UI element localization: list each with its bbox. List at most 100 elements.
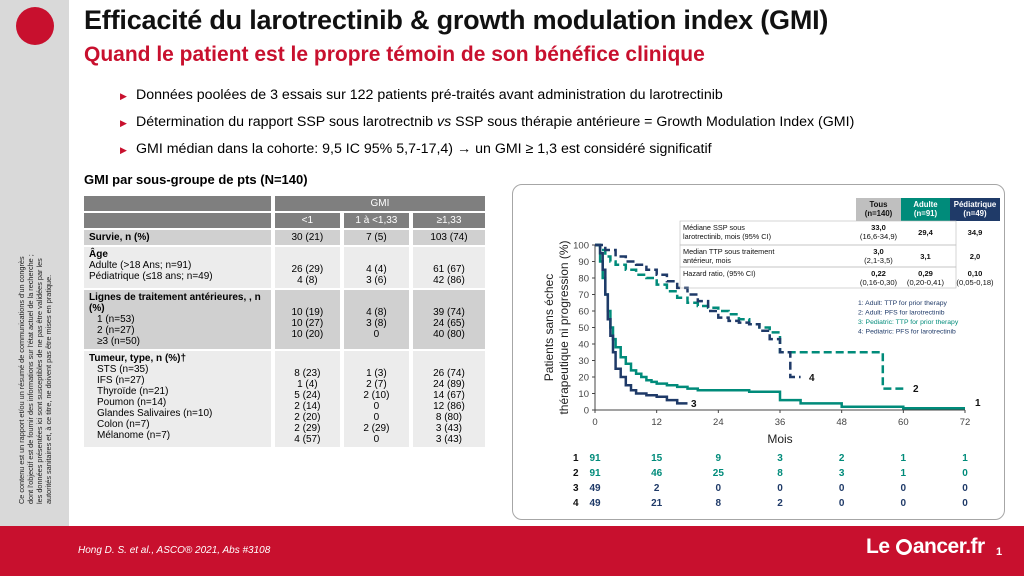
risk-cell: 49: [589, 498, 601, 509]
inset-cell: (0,05-0,18): [956, 278, 994, 287]
inset-cell: 3,0: [873, 247, 884, 256]
risk-cell: 0: [901, 498, 907, 509]
inset-row-label: larotrectinib, mois (95% CI): [683, 232, 771, 241]
risk-cell: 0: [962, 483, 968, 494]
cell: 39 (74) 24 (65) 40 (80): [412, 289, 485, 351]
bullet-item: Détermination du rapport SSP sous larotr…: [120, 113, 1010, 132]
red-dot-logo: [16, 7, 54, 45]
curve-label-2: 2: [913, 384, 919, 395]
inset-row-label: antérieur, mois: [683, 256, 731, 265]
inset-row-border: [679, 266, 957, 289]
curve-label-4: 4: [809, 373, 815, 384]
risk-row-label: 1: [573, 453, 579, 464]
y-tick-label: 100: [573, 241, 589, 252]
risk-cell: 2: [777, 498, 783, 509]
inset-cell: 0,22: [871, 269, 886, 278]
left-sidebar: Ce contenu est un rapport et/ou un résum…: [0, 0, 69, 526]
footer-bar: Hong D. S. et al., ASCO® 2021, Abs #3108…: [0, 526, 1024, 576]
page-title: Efficacité du larotrectinib & growth mod…: [84, 5, 829, 35]
logo-text: ancer.fr: [912, 535, 985, 558]
row-label: Tumeur, type, n (%)†: [89, 353, 187, 364]
cell: 4 (4) 3 (6): [343, 246, 409, 290]
x-tick-label: 72: [960, 417, 971, 428]
page-subtitle: Quand le patient est le propre témoin de…: [84, 43, 705, 66]
cell: 8 (23) 1 (4) 5 (24) 2 (14) 2 (20) 2 (29)…: [274, 350, 340, 449]
x-tick-label: 12: [651, 417, 662, 428]
gmi-table-heading: GMI par sous-groupe de pts (N=140): [84, 172, 308, 187]
cell: 10 (19) 10 (27) 10 (20): [274, 289, 340, 351]
curve-1: [595, 243, 965, 410]
disclaimer-line: dont l'objectif est de fournir des infor…: [26, 254, 35, 504]
legend-entry: 4: Pediatric: PFS for larotrectinib: [858, 329, 956, 336]
inset-header-cell: [856, 198, 901, 221]
inset-row-label: Hazard ratio, (95% CI): [683, 269, 756, 278]
bullet-text: Détermination du rapport SSP sous larotr…: [136, 114, 855, 130]
inset-cell: 2,0: [970, 252, 981, 261]
legend-entry: 3: Pediatric: TTP for prior therapy: [858, 319, 959, 326]
y-tick-label: 80: [578, 274, 589, 285]
row-group: Âge Adulte (>18 Ans; n=91) Pédiatrique (≤…: [84, 246, 271, 290]
disclaimer-line: Ce contenu est un rapport et/ou un résum…: [17, 256, 26, 504]
cell: 26 (29) 4 (8): [274, 246, 340, 290]
risk-cell: 3: [839, 468, 845, 479]
y-tick-label: 60: [578, 307, 589, 318]
y-axis-label-line: Patients sans échec: [542, 274, 556, 381]
curve-3: [595, 243, 688, 405]
inset-header-label: (n=91): [914, 209, 938, 218]
cell: 1 (3) 2 (7) 2 (10) 0 0 2 (29) 0: [343, 350, 409, 449]
inset-header-label: (n=140): [865, 209, 893, 218]
risk-row-label: 4: [573, 498, 579, 509]
inset-cell: 33,0: [871, 223, 886, 232]
risk-cell: 0: [839, 483, 845, 494]
lecancer-logo: Le ancer.fr: [866, 535, 985, 559]
bullet-list: Données poolées de 3 essais sur 122 pati…: [120, 86, 1010, 167]
risk-cell: 1: [962, 453, 968, 464]
risk-row-label: 3: [573, 483, 579, 494]
risk-cell: 46: [651, 468, 663, 479]
row-sublabels: STS (n=35) IFS (n=27) Thyroïde (n=21) Po…: [97, 364, 213, 441]
disclaimer-line: autorités sanitaires et, à ce titre, ne …: [44, 274, 53, 504]
y-axis-label: Patients sans échec thérapeutique ni prog…: [542, 240, 571, 414]
cell: 30 (21): [274, 229, 340, 247]
risk-cell: 91: [589, 453, 601, 464]
risk-cell: 25: [713, 468, 725, 479]
risk-cell: 0: [901, 483, 907, 494]
gmi-header: GMI: [274, 196, 485, 213]
curve-label-3: 3: [691, 399, 697, 410]
bullet-item: GMI médian dans la cohorte: 9,5 IC 95% 5…: [120, 140, 1010, 159]
curve-label-1: 1: [975, 398, 981, 409]
risk-cell: 2: [839, 453, 845, 464]
inset-header-label: Adulte: [913, 200, 938, 209]
risk-cell: 8: [777, 468, 783, 479]
y-tick-label: 70: [578, 290, 589, 301]
risk-cell: 1: [901, 468, 907, 479]
cell: 26 (74) 24 (89) 14 (67) 12 (86) 8 (80) 3…: [412, 350, 485, 449]
col-header: 1 à <1,33: [343, 212, 409, 230]
risk-cell: 0: [716, 483, 722, 494]
inset-header-label: Pédiatrique: [954, 200, 997, 209]
y-tick-label: 30: [578, 356, 589, 367]
page-number: 1: [996, 546, 1003, 558]
y-tick-label: 0: [584, 406, 589, 417]
inset-cell: (0,16-0,30): [860, 278, 898, 287]
y-tick-label: 90: [578, 257, 589, 268]
curve-2: [595, 243, 904, 390]
disclaimer-text: Ce contenu est un rapport et/ou un résum…: [17, 58, 53, 504]
km-chart-panel: 0 10 20 30 40 50 60 70 80 90 100 0 12 24 36 48 60 72 Mois P…: [512, 184, 1005, 520]
inset-cell: 0,10: [968, 269, 983, 278]
gmi-table: GMI <1 1 à <1,33 ≥1,33 Survie, n (%) 30 …: [84, 196, 485, 449]
inset-cell: (16,6-34,9): [860, 232, 898, 241]
row-sublabels: 1 (n=53) 2 (n=27) ≥3 (n=50): [97, 314, 141, 347]
risk-cell: 0: [962, 468, 968, 479]
row-group: Tumeur, type, n (%)† STS (n=35) IFS (n=27…: [84, 350, 271, 449]
inset-row-label: Médiane SSP sous: [683, 223, 745, 232]
inset-cell: 29,4: [918, 228, 934, 237]
row-group: Lignes de traitement antérieures, , n (%…: [84, 289, 271, 351]
risk-cell: 0: [839, 498, 845, 509]
y-tick-label: 50: [578, 323, 589, 334]
row-sublabels: Adulte (>18 Ans; n=91) Pédiatrique (≤18 …: [89, 260, 213, 282]
bullet-item: Données poolées de 3 essais sur 122 pati…: [120, 86, 1010, 105]
row-label: Lignes de traitement antérieures, , n (%…: [89, 292, 261, 314]
x-tick-label: 60: [898, 417, 909, 428]
y-axis-label-line: thérapeutique ni progression (%): [557, 240, 571, 414]
